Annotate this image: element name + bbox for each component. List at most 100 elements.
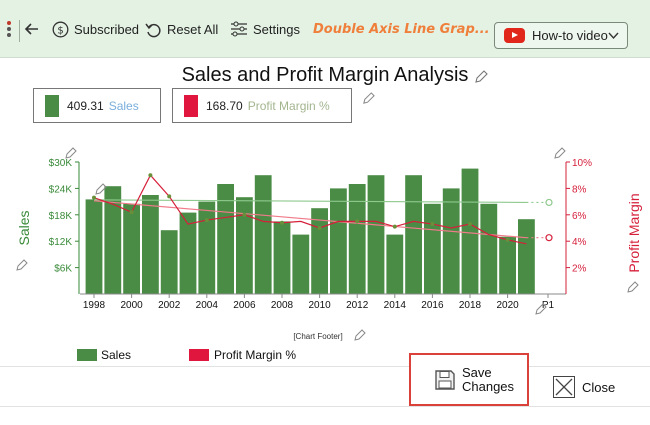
sales-bar [311, 208, 328, 294]
back-arrow-icon [24, 23, 38, 35]
margin-point [129, 210, 134, 215]
sales-bar [480, 203, 498, 294]
margin-point [505, 237, 510, 242]
save-line1: Save [462, 364, 492, 380]
footer-divider-bottom [0, 406, 650, 407]
x-tick-label: 2002 [158, 300, 181, 311]
margin-point [204, 218, 209, 223]
x-tick-label: 2010 [308, 300, 331, 311]
more-options-icon[interactable] [6, 0, 17, 58]
save-changes-button[interactable]: Save Changes [409, 353, 529, 406]
sales-bar [236, 197, 253, 294]
sales-bar [424, 203, 441, 294]
left-tick-label: $6K [54, 264, 72, 275]
margin-point [392, 224, 397, 229]
sales-trend-endpoint [545, 198, 553, 207]
legend-sales-swatch [77, 349, 97, 361]
sales-trend-line [93, 199, 527, 204]
x-tick-label: 2018 [459, 300, 482, 311]
chart-canvas: $6K $12K $18K $24K $30K 2% 4% 6% 8% 10% 1998 2000 20… [16, 147, 642, 362]
margin-card-label: Profit Margin % [247, 98, 330, 113]
legend-margin-label: Profit Margin % [214, 348, 296, 362]
sales-bar [123, 203, 140, 294]
legend-sales-label: Sales [101, 348, 131, 362]
margin-point [92, 195, 96, 200]
save-line2: Changes [462, 378, 515, 394]
x-tick-label: 2014 [384, 300, 407, 311]
sliders-icon [231, 21, 247, 37]
edit-pencil-icon [535, 303, 547, 315]
x-tick-label: P1 [542, 300, 555, 311]
sales-bar [198, 201, 216, 294]
sales-card-swatch [45, 94, 59, 117]
margin-point [430, 222, 435, 227]
margin-point [468, 222, 472, 227]
right-tick-label: 2% [572, 264, 587, 275]
margin-card-swatch [184, 94, 198, 117]
margin-point [242, 212, 247, 217]
right-tick-label: 6% [572, 211, 587, 222]
reset-all-label: Reset All [167, 21, 219, 37]
x-tick-label: 2008 [271, 300, 294, 311]
margin-trend-endpoint [545, 234, 553, 242]
margin-card-value: 168.70 [206, 98, 243, 113]
chart-name-label: Double Axis Line Grap... [313, 0, 490, 58]
chart-footer: [Chart Footer] [293, 332, 342, 341]
howto-video-button[interactable]: How-to video [494, 22, 628, 49]
left-tick-label: $30K [49, 158, 73, 169]
x-tick-label: 2016 [421, 300, 444, 311]
x-tick-label: 2006 [233, 300, 256, 311]
chevron-down-icon [608, 32, 619, 40]
sales-bar [142, 195, 159, 294]
close-label: Close [582, 379, 616, 395]
margin-trend-line [93, 200, 527, 239]
sales-bar [292, 234, 310, 294]
footer-divider [0, 366, 650, 367]
legend-margin-swatch [189, 349, 209, 361]
x-tick-label: 2004 [196, 300, 219, 311]
edit-pencil-icon [65, 147, 77, 159]
sales-bar [273, 221, 291, 294]
sales-bar [179, 212, 197, 294]
sales-bar [254, 175, 272, 294]
y2-axis-title: Profit Margin [626, 193, 642, 272]
margin-point [355, 219, 360, 224]
chart-title: Sales and Profit Margin Analysis [181, 64, 469, 86]
x-tick-label: 2020 [496, 300, 519, 311]
subscribed-button[interactable]: $ Subscribed [52, 0, 139, 58]
sales-card-value: 409.31 [67, 98, 104, 113]
sales-bar [348, 184, 366, 294]
back-button[interactable] [24, 0, 45, 58]
chart-name-text: Double Axis Line Grap... [313, 21, 490, 37]
margin-point [167, 194, 172, 199]
right-tick-label: 10% [572, 158, 592, 169]
margin-point [317, 226, 322, 230]
subscribed-label: Subscribed [74, 21, 140, 37]
axis-ticks: $6K $12K $18K $24K $30K 2% 4% 6% 8% 10% 1998 2000 20… [49, 158, 592, 311]
sales-bar [386, 234, 404, 294]
svg-text:$: $ [57, 25, 63, 36]
edit-pencil-icon [554, 147, 566, 159]
x-tick-label: 2000 [120, 300, 143, 311]
sales-bar [405, 175, 422, 294]
reset-all-button[interactable]: Reset All [145, 0, 218, 58]
margin-point [280, 220, 284, 225]
left-tick-label: $18K [49, 211, 73, 222]
settings-button[interactable]: Settings [230, 0, 300, 58]
sales-bar [160, 230, 178, 294]
toolbar-divider [19, 20, 20, 42]
youtube-icon [504, 28, 525, 43]
edit-cards-pencil-icon[interactable] [362, 92, 375, 105]
x-tick-label: 2012 [346, 300, 369, 311]
close-button[interactable]: Close [553, 374, 615, 400]
sales-bar [518, 219, 535, 294]
sales-bar [330, 188, 347, 294]
howto-label: How-to video [532, 28, 608, 43]
sales-summary-card: 409.31 Sales [33, 88, 161, 123]
sales-bar [85, 199, 103, 294]
edit-title-pencil-icon[interactable] [474, 70, 488, 84]
margin-summary-card: 168.70 Profit Margin % [172, 88, 352, 123]
y-axis-title: Sales [16, 210, 32, 245]
edit-pencil-icon [627, 281, 639, 293]
sales-bars [85, 168, 535, 294]
